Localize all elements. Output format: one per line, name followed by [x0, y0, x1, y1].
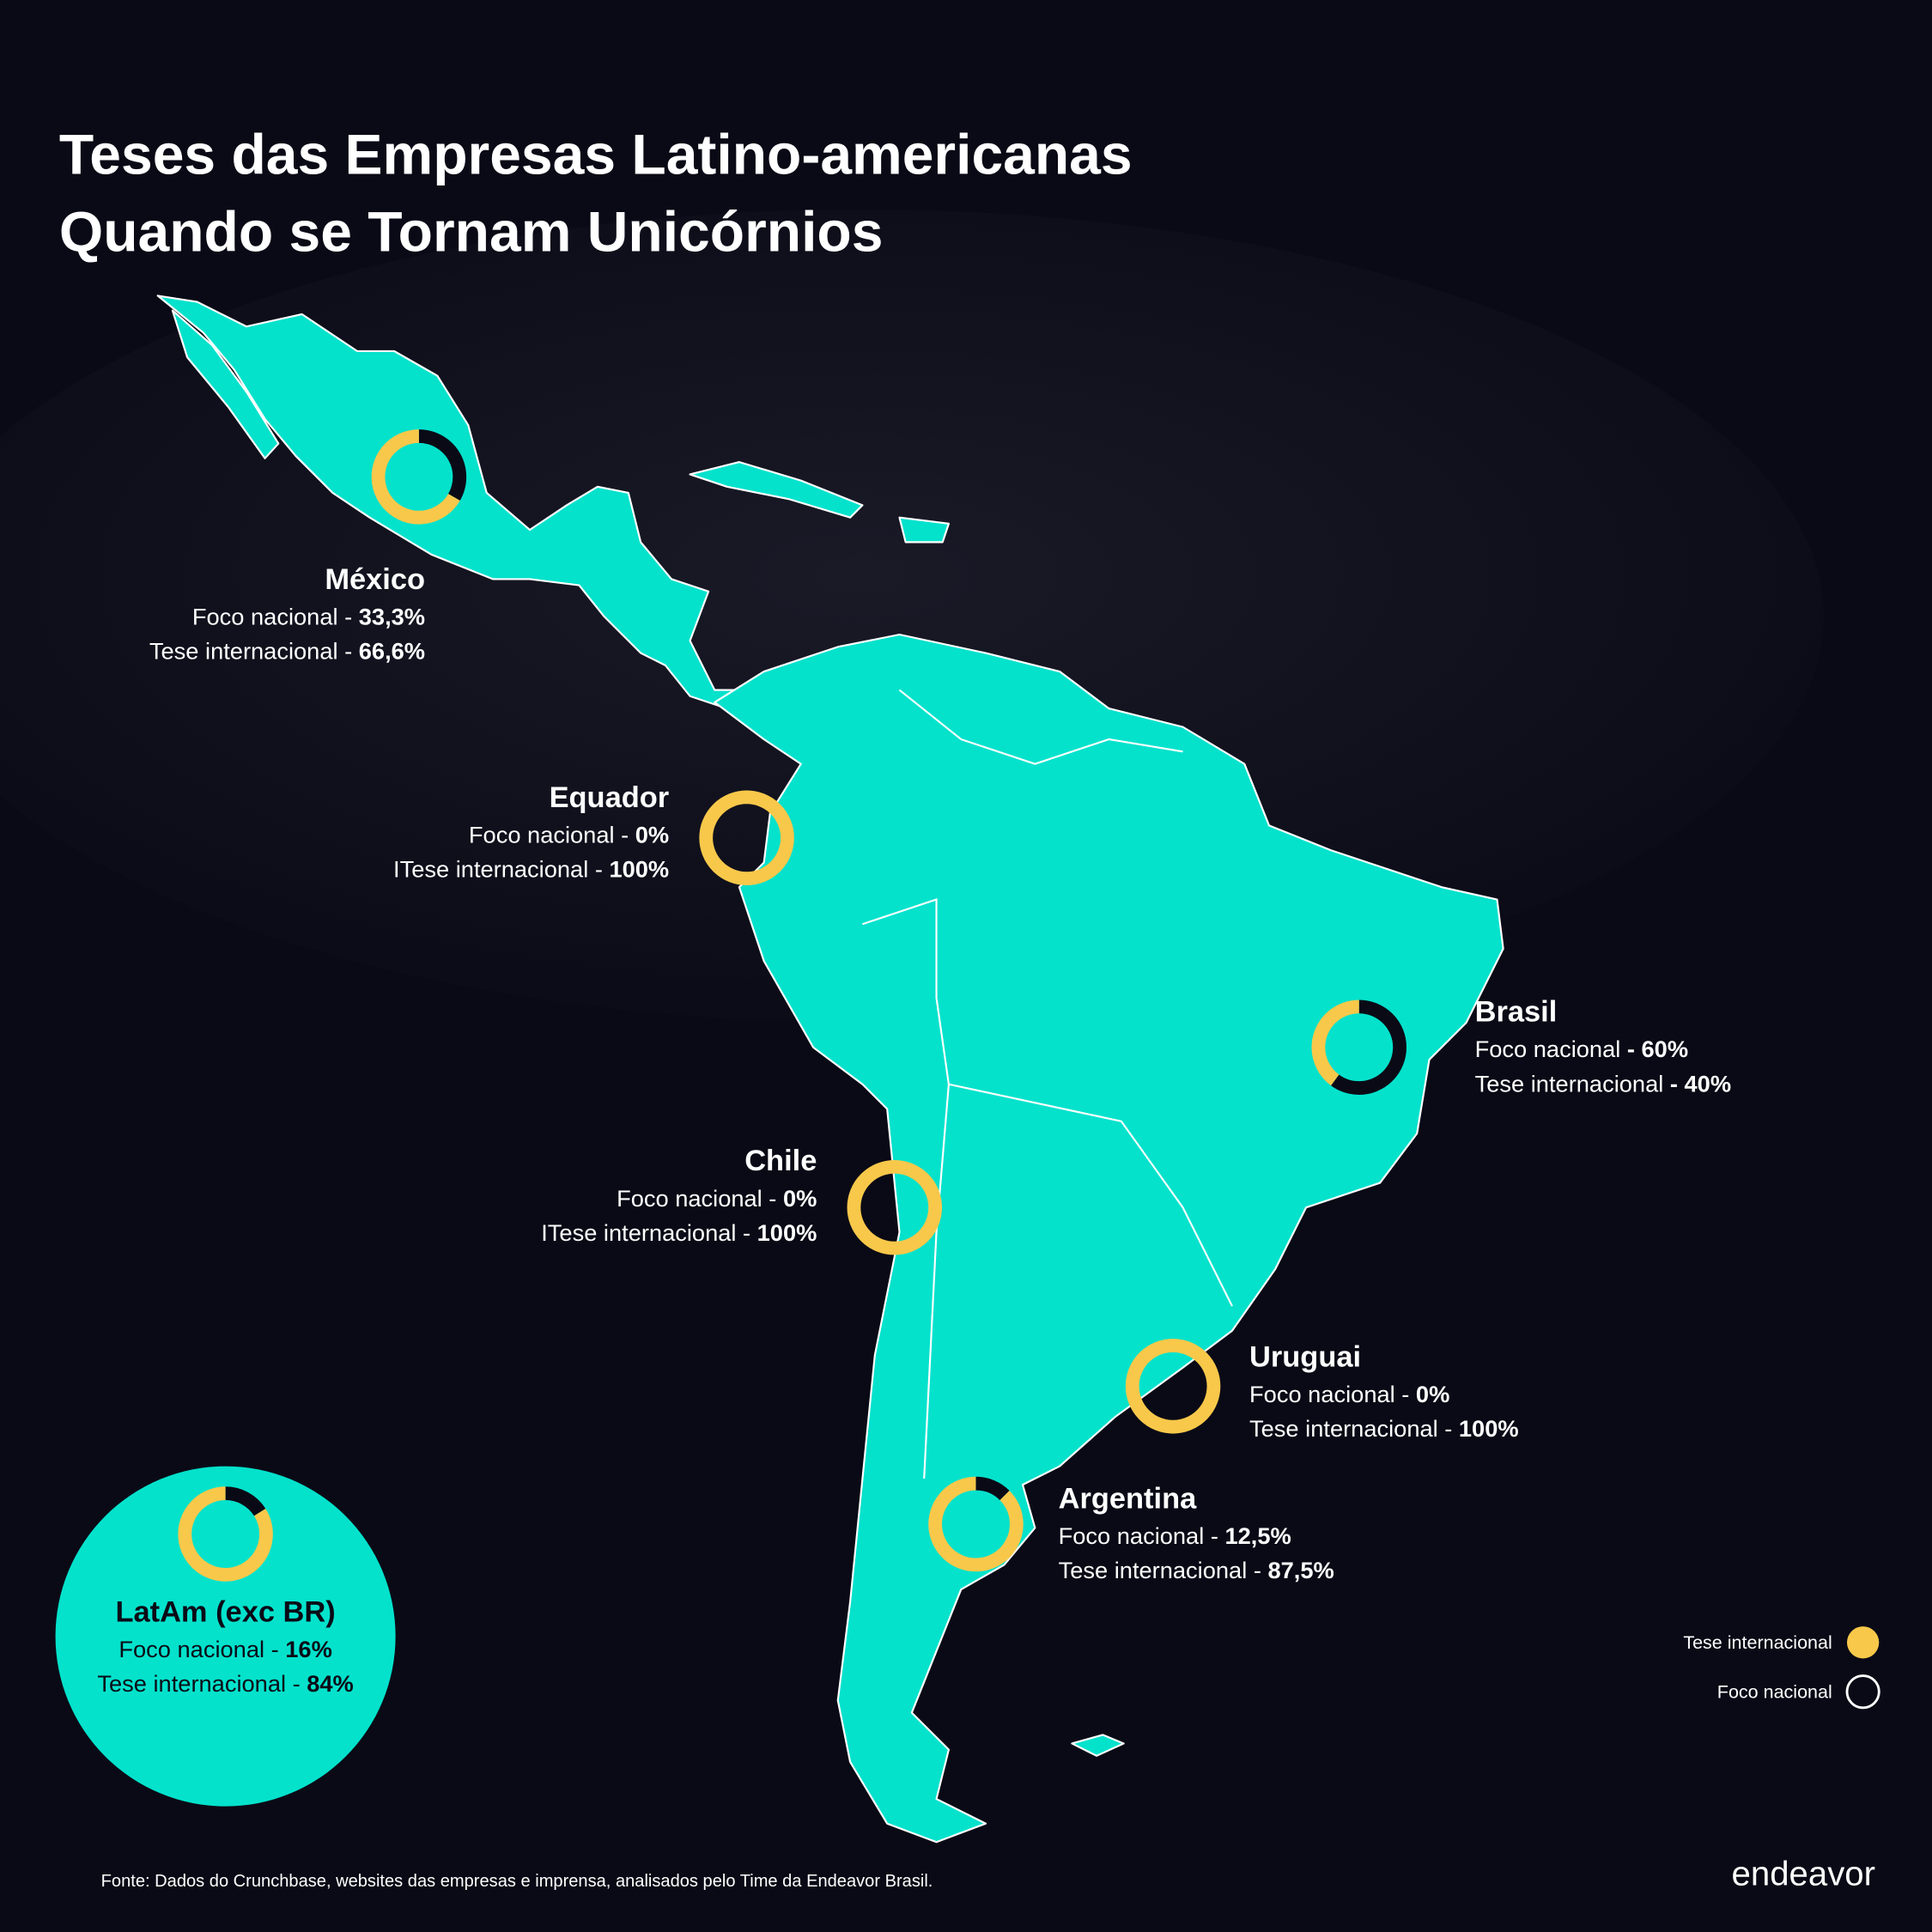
legend-swatch — [1846, 1626, 1880, 1659]
region-name: Equador — [550, 781, 670, 814]
stat-value: 33,3% — [359, 604, 425, 630]
region-stat: Tese internacional - 66,6% — [149, 638, 425, 665]
region-stat: Foco nacional - 60% — [1475, 1036, 1688, 1062]
stat-label: Tese internacional - — [149, 638, 359, 665]
region-name: Brasil — [1475, 996, 1558, 1029]
stat-label: Tese internacional - — [1059, 1557, 1268, 1583]
border — [862, 898, 950, 1479]
stat-label: Foco nacional — [1475, 1036, 1627, 1062]
region-name: LatAm (exc BR) — [115, 1595, 335, 1628]
donut — [847, 1160, 943, 1255]
region-stat: ITese internacional - 100% — [541, 1219, 817, 1246]
stat-value: 0% — [783, 1185, 817, 1212]
stat-label: Tese internacional - — [1249, 1415, 1459, 1442]
stat-value: 12,5% — [1225, 1522, 1291, 1549]
stat-label: Tese internacional — [1475, 1070, 1670, 1097]
stat-label: ITese internacional - — [393, 856, 609, 883]
region-stat: Foco nacional - 16% — [118, 1636, 331, 1662]
region-stat: Tese internacional - 84% — [97, 1670, 353, 1697]
tese-arc — [847, 1160, 943, 1255]
region-name: Uruguai — [1249, 1340, 1361, 1373]
stat-label: ITese internacional - — [541, 1219, 756, 1246]
stat-value: - 60% — [1627, 1036, 1688, 1062]
cuba — [689, 461, 864, 519]
stat-value: 87,5% — [1267, 1557, 1334, 1583]
legend-label: Tese internacional — [1683, 1632, 1832, 1653]
region-name: Chile — [744, 1145, 817, 1177]
title-line: Quando se Tornam Unicórnios — [59, 200, 884, 264]
region-stat: Tese internacional - 87,5% — [1059, 1557, 1334, 1583]
stat-label: Tese internacional - — [97, 1670, 307, 1697]
region-stat: Foco nacional - 12,5% — [1059, 1522, 1291, 1549]
donut — [1311, 999, 1406, 1095]
latam-circle — [55, 1466, 396, 1807]
region-stat: Foco nacional - 33,3% — [192, 604, 425, 630]
region-stat: Foco nacional - 0% — [469, 822, 669, 848]
region-name: México — [325, 563, 425, 596]
stat-value: 16% — [285, 1636, 332, 1662]
hispaniola — [898, 516, 950, 544]
donut — [178, 1486, 273, 1582]
stat-label: Foco nacional - — [192, 604, 359, 630]
tese-arc — [371, 429, 467, 525]
logo: endeavor — [1732, 1854, 1875, 1893]
region-stat: Foco nacional - 0% — [617, 1185, 817, 1212]
baja-california — [171, 309, 280, 459]
south-america — [714, 633, 1504, 1844]
stat-value: - 40% — [1670, 1070, 1731, 1097]
stat-label: Foco nacional - — [1249, 1381, 1416, 1407]
stat-label: Foco nacional - — [1059, 1522, 1225, 1549]
region-stat: Tese internacional - 100% — [1249, 1415, 1519, 1442]
region-stat: Tese internacional - 40% — [1475, 1070, 1731, 1097]
stat-value: 0% — [635, 822, 669, 848]
border — [898, 689, 1183, 765]
donut — [928, 1476, 1024, 1572]
legend-label: Foco nacional — [1717, 1681, 1832, 1702]
title-line: Teses das Empresas Latino-americanas — [59, 122, 1133, 185]
donut — [1125, 1339, 1221, 1434]
stat-value: 0% — [1416, 1381, 1449, 1407]
stat-value: 100% — [1459, 1415, 1519, 1442]
tese-arc — [699, 790, 794, 886]
tese-arc — [928, 1476, 1024, 1572]
donut — [371, 429, 467, 525]
stat-value: 100% — [609, 856, 669, 883]
region-name: Argentina — [1059, 1482, 1198, 1515]
stat-value: 66,6% — [359, 638, 425, 665]
legend-swatch — [1845, 1674, 1880, 1710]
source-note: Fonte: Dados do Crunchbase, websites das… — [101, 1872, 933, 1891]
donut — [699, 790, 794, 886]
stat-value: 100% — [757, 1219, 817, 1246]
stat-value: 84% — [307, 1670, 354, 1697]
falklands — [1071, 1734, 1125, 1757]
stat-label: Foco nacional - — [617, 1185, 783, 1212]
region-stat: Foco nacional - 0% — [1249, 1381, 1449, 1407]
region-stat: ITese internacional - 100% — [393, 856, 669, 883]
tese-arc — [1125, 1339, 1221, 1434]
stat-label: Foco nacional - — [469, 822, 635, 848]
tese-arc — [1311, 999, 1406, 1095]
stat-label: Foco nacional - — [118, 1636, 285, 1662]
tese-arc — [178, 1486, 273, 1582]
border — [948, 1083, 1233, 1307]
